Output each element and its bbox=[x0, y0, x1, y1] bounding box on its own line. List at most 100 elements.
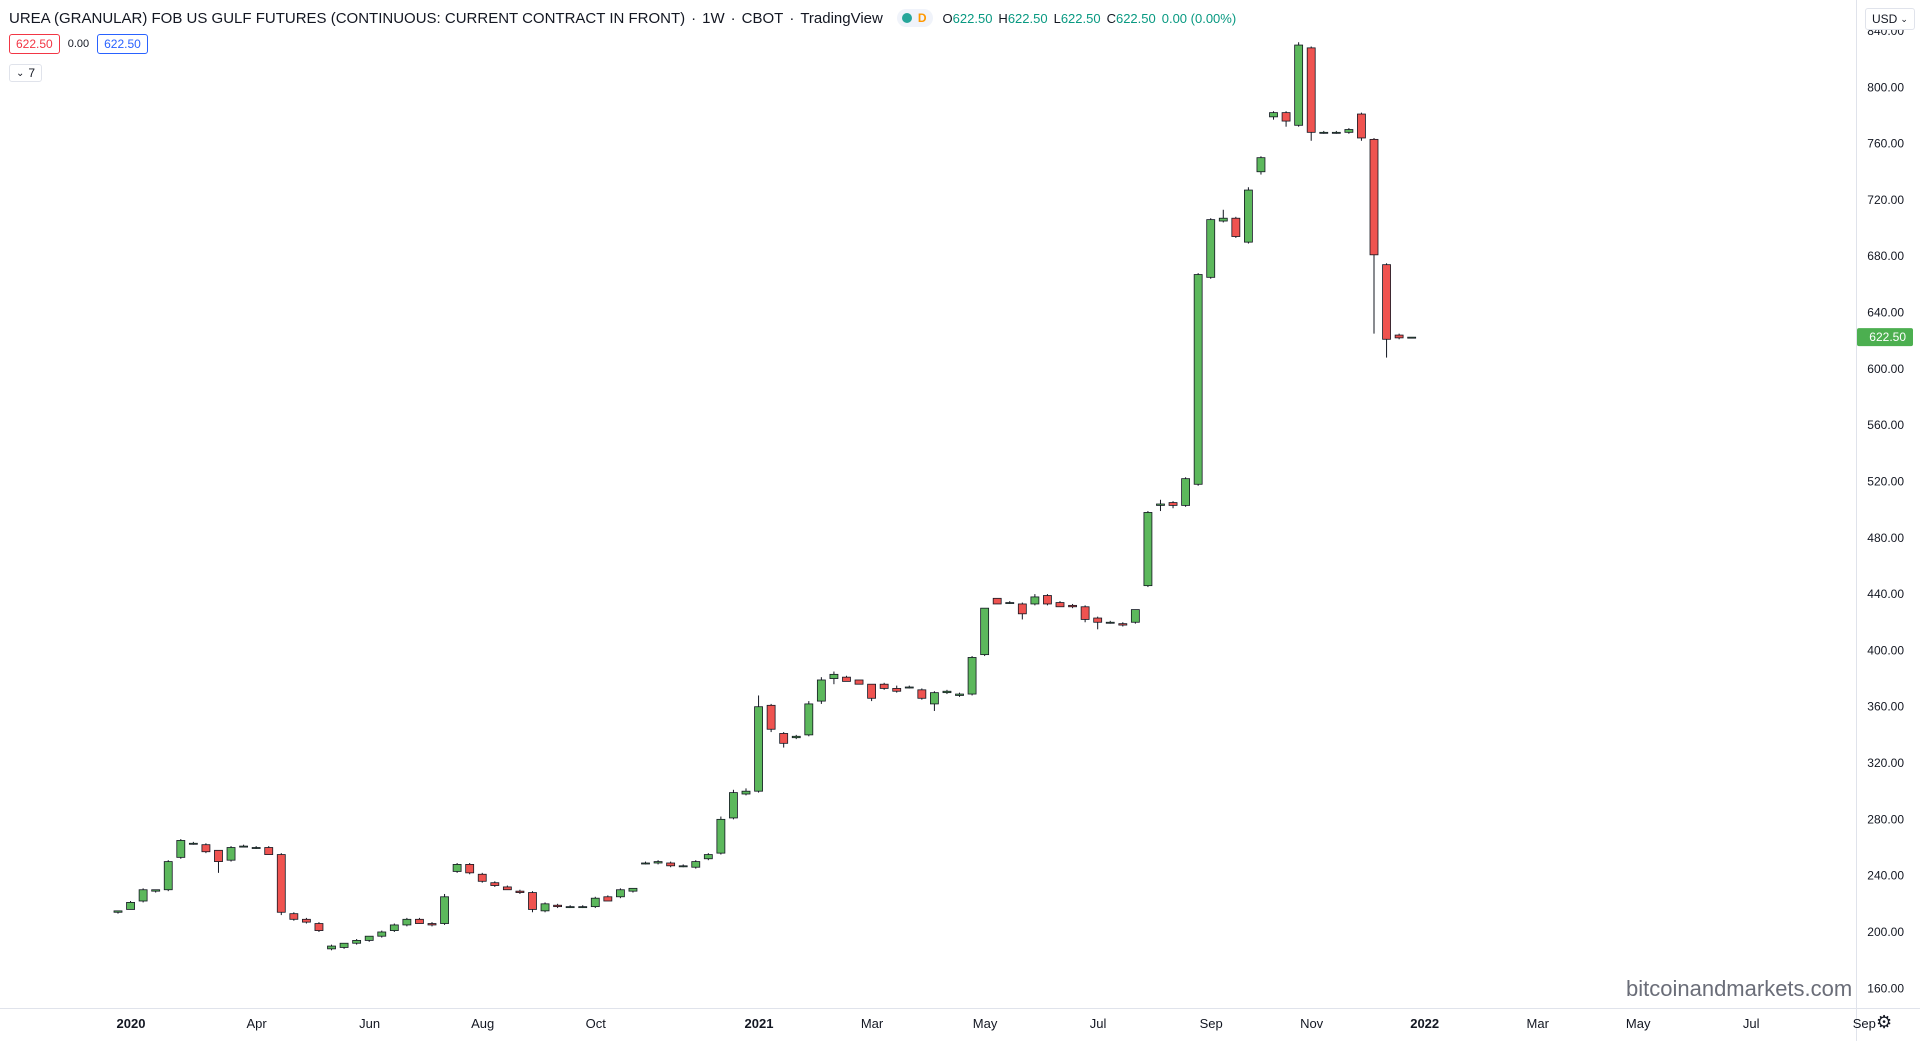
candle-body bbox=[653, 861, 663, 864]
currency-select[interactable]: USD ⌄ bbox=[1865, 8, 1915, 30]
candle bbox=[741, 788, 751, 796]
candle bbox=[1357, 112, 1366, 141]
candle-body bbox=[967, 657, 977, 695]
candle bbox=[867, 683, 876, 702]
time-tick-label: Jul bbox=[1743, 1016, 1760, 1031]
candle-body bbox=[1143, 512, 1153, 587]
candle-body bbox=[1206, 219, 1216, 278]
candle-body bbox=[352, 940, 362, 944]
candle bbox=[1382, 263, 1391, 358]
candle bbox=[1055, 601, 1065, 608]
candle-body bbox=[1294, 44, 1304, 126]
candle-body bbox=[276, 854, 286, 913]
candle-body bbox=[1218, 217, 1228, 222]
candle-body bbox=[829, 673, 839, 679]
candle bbox=[364, 935, 374, 942]
candle-body bbox=[251, 847, 261, 849]
candle bbox=[1143, 511, 1153, 588]
candle-body bbox=[1394, 334, 1404, 339]
candle bbox=[327, 944, 336, 951]
candle-body bbox=[415, 918, 424, 924]
candle bbox=[854, 679, 864, 685]
candle bbox=[377, 930, 387, 938]
candle-body bbox=[678, 865, 688, 868]
candle-body bbox=[1331, 131, 1341, 134]
candle bbox=[1206, 218, 1216, 279]
candle-body bbox=[930, 692, 939, 705]
candle-body bbox=[616, 889, 625, 898]
last-price-label: 622.50 bbox=[1869, 330, 1906, 344]
candle-body bbox=[1231, 217, 1241, 237]
exchange-label: CBOT bbox=[741, 9, 784, 27]
price-tick-label: 480.00 bbox=[1867, 531, 1904, 545]
candle bbox=[1080, 605, 1090, 623]
price-tick-label: 760.00 bbox=[1867, 137, 1904, 151]
candle bbox=[942, 689, 952, 695]
legend-separator: · bbox=[730, 9, 736, 27]
candle bbox=[1093, 616, 1103, 630]
chevron-down-icon: ⌄ bbox=[16, 67, 25, 79]
candle-body bbox=[578, 906, 588, 909]
candle bbox=[992, 597, 1002, 605]
candle-body bbox=[239, 845, 249, 848]
candle bbox=[515, 889, 525, 894]
time-tick-label: Aug bbox=[471, 1016, 494, 1031]
candle bbox=[301, 917, 311, 924]
candle bbox=[829, 671, 839, 685]
buy-price-button[interactable]: 622.50 bbox=[97, 34, 148, 54]
candle bbox=[678, 864, 688, 868]
candle-body bbox=[1118, 623, 1128, 626]
price-axis[interactable]: 840.00800.00760.00720.00680.00640.00600.… bbox=[1867, 24, 1904, 995]
candle bbox=[967, 656, 977, 696]
candle bbox=[201, 843, 211, 854]
candle bbox=[1281, 111, 1291, 127]
candle bbox=[917, 688, 927, 700]
candle-body bbox=[1357, 113, 1366, 139]
candle bbox=[904, 685, 914, 689]
candle bbox=[703, 853, 713, 861]
candle bbox=[452, 862, 462, 873]
candle bbox=[1331, 130, 1341, 134]
candle-body bbox=[138, 889, 148, 902]
candle bbox=[804, 701, 814, 737]
candle bbox=[1130, 609, 1140, 624]
candle-body bbox=[465, 864, 475, 874]
market-status-badge[interactable]: D bbox=[896, 9, 933, 27]
candle bbox=[465, 862, 475, 875]
price-tick-label: 520.00 bbox=[1867, 474, 1904, 488]
candle-body bbox=[1281, 112, 1291, 122]
gear-icon[interactable]: ⚙ bbox=[1876, 1012, 1893, 1032]
candle-body bbox=[540, 903, 550, 912]
candle-body bbox=[917, 689, 927, 699]
candle bbox=[528, 891, 537, 913]
ohlc-open: O622.50 bbox=[942, 10, 993, 26]
indicators-toggle-button[interactable]: ⌄ 7 bbox=[9, 64, 43, 82]
candle bbox=[264, 846, 274, 855]
candle bbox=[1369, 137, 1379, 334]
candle bbox=[251, 846, 261, 849]
candle bbox=[415, 917, 424, 924]
ohlc-close: C622.50 bbox=[1106, 10, 1156, 26]
candle-body bbox=[452, 864, 462, 872]
candle bbox=[603, 895, 613, 902]
time-axis[interactable]: 2020 Apr Jun Aug Oct 2021 Mar May Jul Sep Nov 2022 M… bbox=[117, 1016, 1876, 1031]
candle-body bbox=[842, 676, 851, 682]
candle bbox=[1344, 128, 1354, 134]
symbol-title[interactable]: UREA (GRANULAR) FOB US GULF FUTURES (CON… bbox=[9, 9, 686, 27]
price-tick-label: 320.00 bbox=[1867, 756, 1904, 770]
candle-body bbox=[402, 918, 412, 926]
candle-body bbox=[1168, 502, 1178, 506]
candle-body bbox=[1369, 138, 1379, 256]
price-tick-label: 560.00 bbox=[1867, 418, 1904, 432]
candle bbox=[1168, 501, 1178, 509]
candle bbox=[1294, 42, 1304, 127]
interval-label[interactable]: 1W bbox=[702, 9, 725, 27]
candle-body bbox=[729, 792, 738, 819]
price-tick-label: 160.00 bbox=[1867, 981, 1904, 995]
candle-body bbox=[628, 887, 638, 892]
candle-body bbox=[201, 844, 211, 853]
candle-body bbox=[264, 847, 274, 855]
sell-price-button[interactable]: 622.50 bbox=[9, 34, 60, 54]
